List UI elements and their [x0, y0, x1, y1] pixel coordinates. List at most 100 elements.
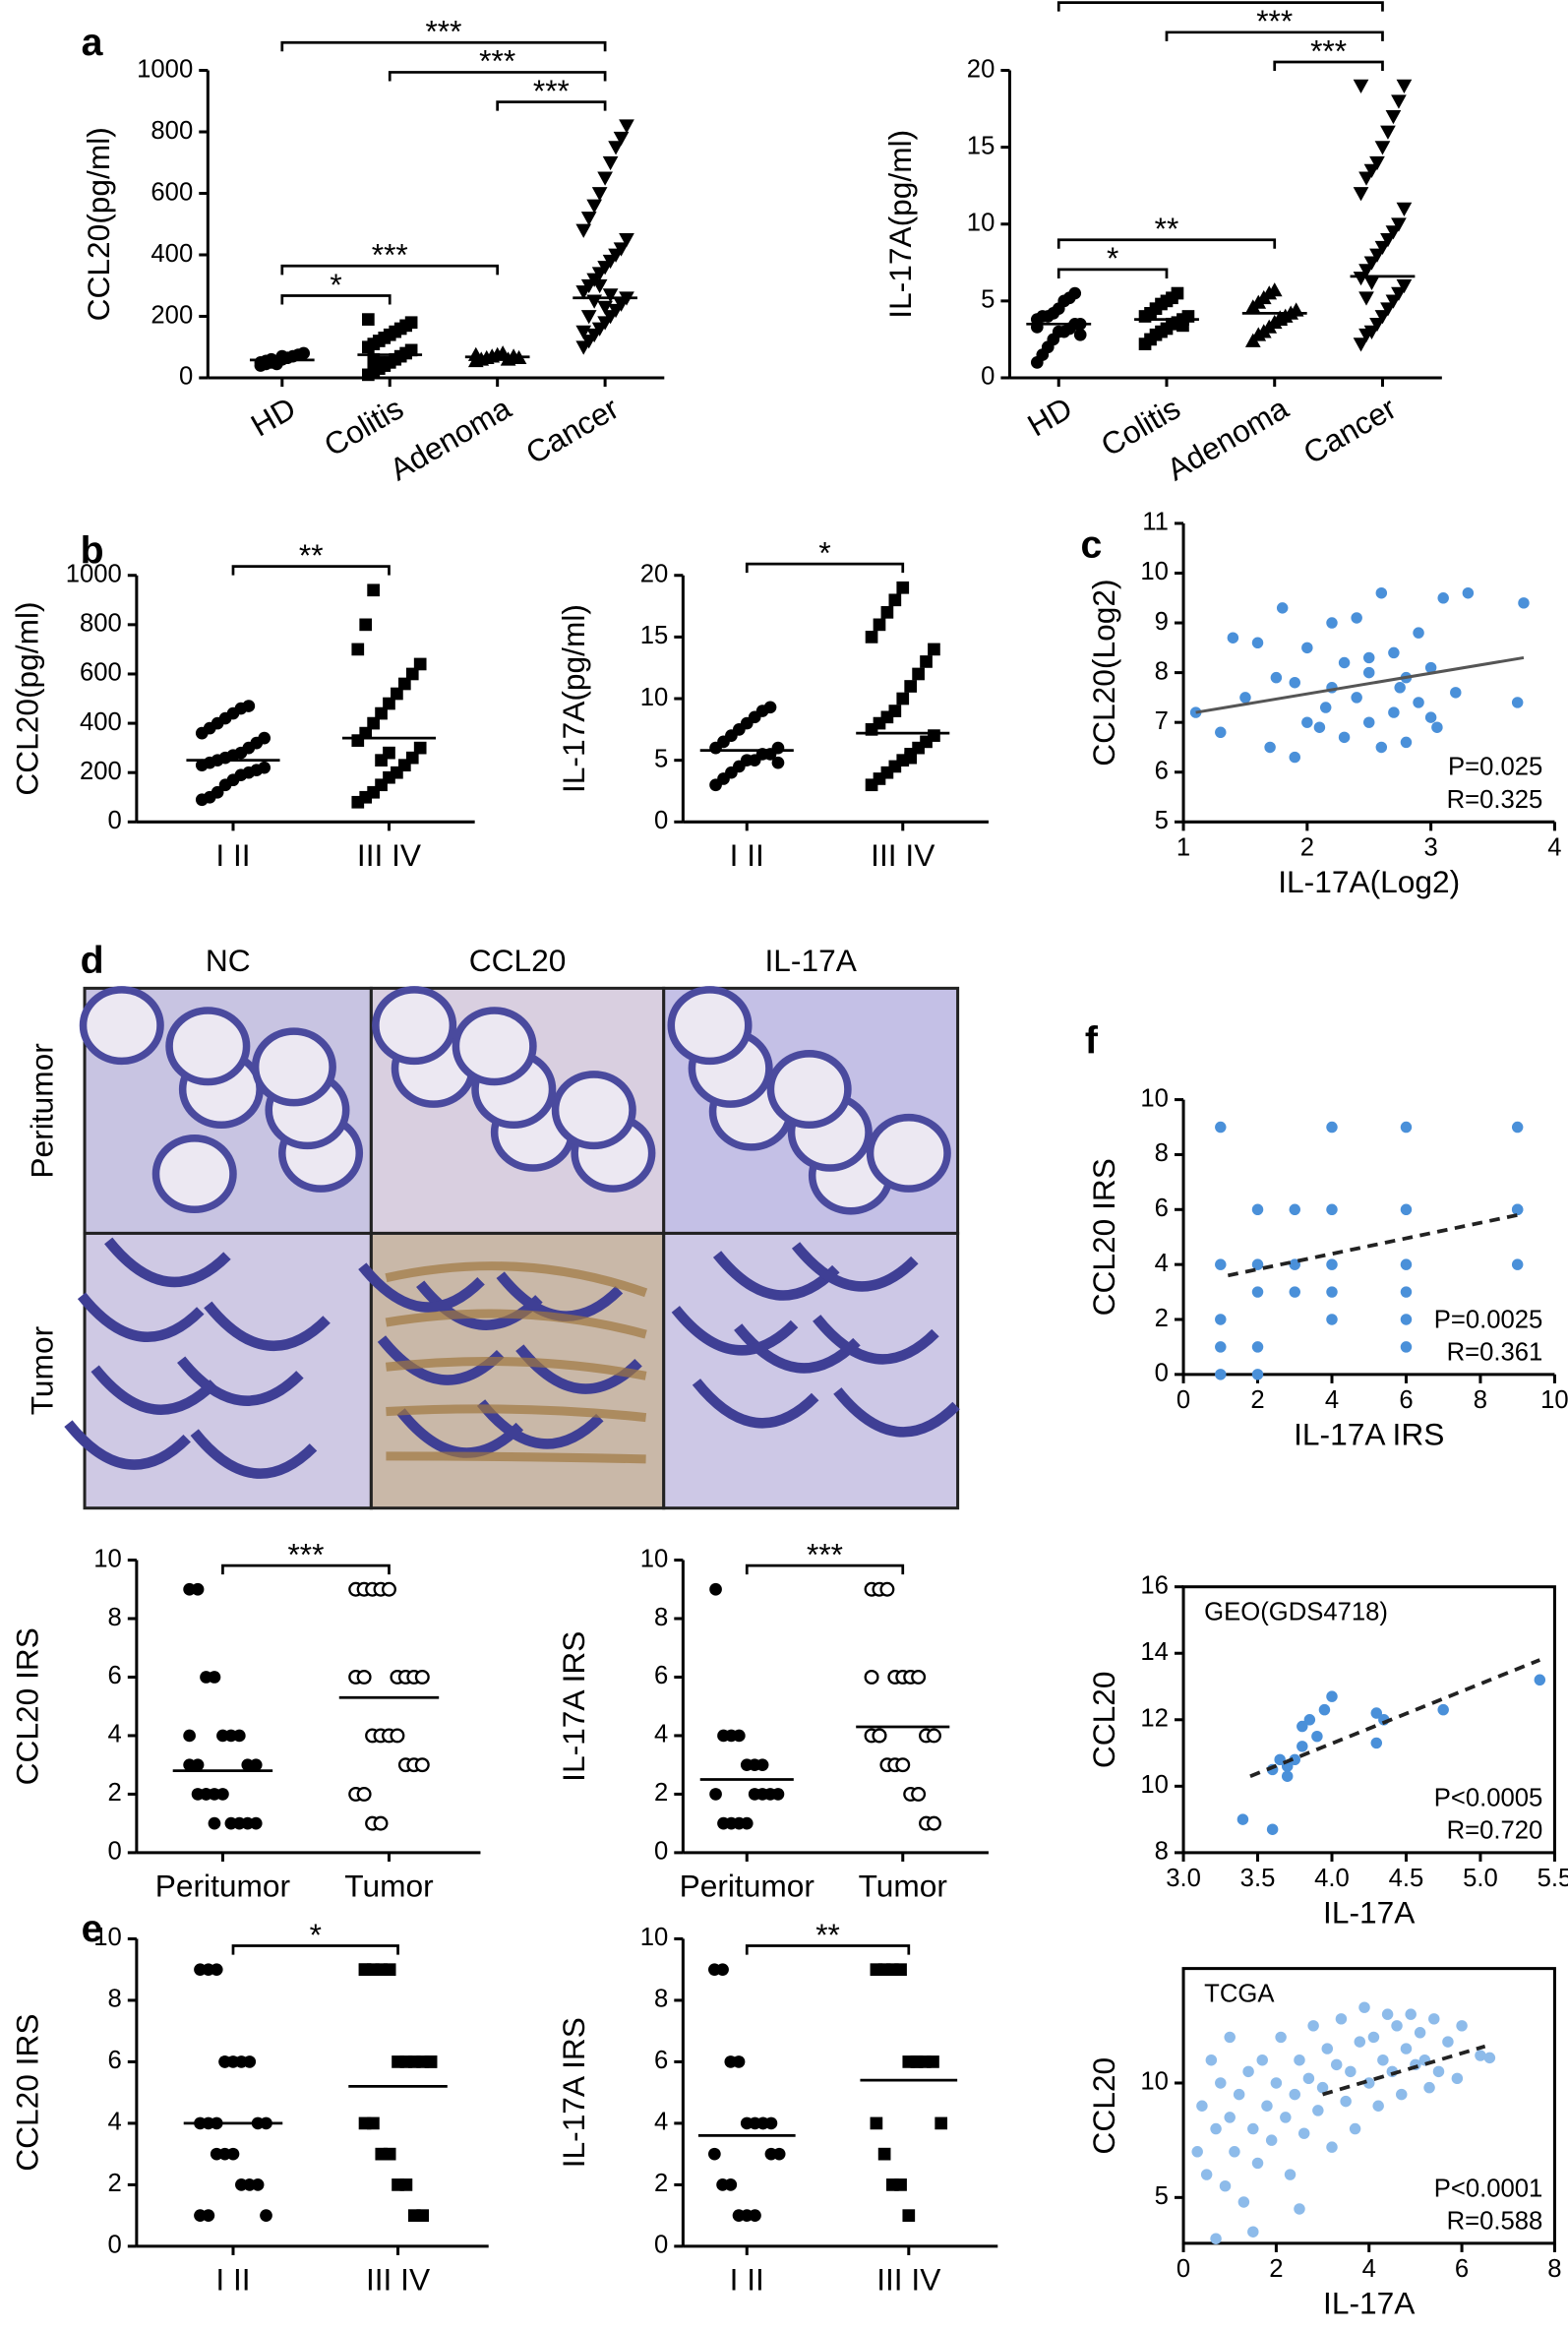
stain: [385, 1309, 647, 1339]
data-point: [1396, 2088, 1408, 2101]
data-point: [1362, 666, 1375, 679]
data-point: [242, 700, 256, 712]
data-point: [910, 2055, 924, 2068]
significance-label: ***: [287, 1536, 324, 1571]
data-point: [367, 716, 380, 730]
data-point: [1363, 276, 1380, 290]
y-tick-label: 10: [640, 1924, 669, 1951]
data-point: [613, 131, 630, 147]
y-tick-label: 5: [1155, 2182, 1169, 2210]
data-point: [764, 2147, 778, 2161]
data-point: [1219, 2179, 1232, 2192]
data-point: [1414, 2027, 1426, 2039]
gland: [204, 1301, 331, 1352]
data-point: [191, 1582, 205, 1596]
significance-label: *: [1107, 240, 1118, 276]
gland: [671, 1306, 799, 1356]
data-point: [1224, 2112, 1236, 2123]
x-tick-label: 6: [1455, 2255, 1469, 2283]
y-tick-label: 400: [80, 708, 122, 736]
data-point: [1215, 1369, 1227, 1380]
data-point: [1318, 1703, 1331, 1716]
data-point: [1511, 697, 1524, 708]
data-point: [1400, 2043, 1413, 2054]
data-point: [904, 680, 918, 693]
gland: [190, 1429, 318, 1479]
data-point: [580, 212, 597, 226]
x-tick-label: I II: [215, 837, 250, 873]
data-point: [865, 631, 878, 644]
gland: [104, 1237, 231, 1288]
data-point: [608, 141, 624, 155]
y-tick-label: 8: [107, 1604, 121, 1631]
data-point: [749, 2209, 761, 2222]
data-point: [597, 171, 613, 186]
data-point: [1338, 731, 1351, 744]
data-point: [383, 1963, 396, 1977]
data-point: [1442, 2036, 1454, 2048]
data-point: [1189, 706, 1202, 718]
y-tick-label: 10: [967, 210, 995, 237]
significance-bracket: [280, 40, 607, 52]
data-point: [1236, 1813, 1249, 1825]
data-point: [1349, 2122, 1361, 2135]
data-point: [1456, 2020, 1468, 2032]
data-point: [920, 655, 933, 668]
data-point: [1227, 632, 1239, 644]
data-point: [359, 618, 373, 632]
data-point: [724, 2178, 738, 2191]
y-tick-label: 11: [1142, 509, 1169, 536]
data-point: [1289, 1203, 1300, 1216]
fit-line: [1227, 1213, 1519, 1278]
gland: [712, 1251, 840, 1301]
data-point: [1518, 597, 1530, 609]
data-point: [1210, 2122, 1222, 2135]
data-point: [877, 2147, 891, 2161]
annotation: P<0.0001: [1434, 2175, 1543, 2202]
data-point: [1437, 1703, 1449, 1716]
annotation: P=0.025: [1448, 754, 1542, 781]
gland: [476, 1399, 604, 1449]
tissue-texture: [64, 1237, 331, 1479]
data-point: [1270, 2077, 1283, 2089]
data-point: [405, 751, 419, 765]
y-axis-label: CCL20(pg/ml): [10, 601, 45, 795]
data-point: [218, 2055, 231, 2068]
data-point: [879, 1581, 895, 1597]
significance-label: *: [330, 267, 341, 302]
data-point: [1391, 217, 1407, 232]
data-point: [1251, 637, 1264, 649]
y-tick-label: 10: [1140, 558, 1169, 585]
y-tick-label: 0: [107, 2232, 121, 2259]
x-tick-label: 4: [1325, 1386, 1339, 1414]
data-point: [391, 687, 403, 701]
y-axis-label: IL-17A IRS: [556, 2017, 591, 2168]
x-tick-label: 5.0: [1463, 1865, 1498, 1892]
data-point: [356, 1786, 372, 1802]
y-tick-label: 2: [107, 1779, 121, 1807]
data-point: [1272, 311, 1289, 326]
y-tick-label: 0: [654, 2232, 668, 2259]
tissue-texture: [79, 986, 364, 1214]
data-point: [1073, 328, 1087, 341]
data-point: [1396, 278, 1413, 294]
data-point: [888, 593, 902, 607]
gland: [165, 1007, 251, 1086]
data-point: [413, 741, 427, 755]
data-point: [1326, 617, 1338, 629]
data-point: [1237, 2196, 1250, 2208]
data-point: [1400, 1341, 1413, 1353]
data-point: [732, 2055, 746, 2068]
data-point: [1353, 187, 1369, 202]
significance-label: ***: [1310, 32, 1347, 68]
data-point: [1289, 1286, 1300, 1298]
data-point: [1432, 2065, 1445, 2078]
tissue-texture: [358, 1261, 648, 1464]
data-point: [911, 1669, 927, 1685]
data-point: [1423, 2081, 1435, 2094]
data-point: [405, 667, 419, 681]
data-point: [1294, 2054, 1305, 2066]
y-tick-label: 14: [1140, 1638, 1169, 1666]
data-point: [1400, 1314, 1413, 1325]
y-axis-label: CCL20: [1086, 1671, 1121, 1768]
